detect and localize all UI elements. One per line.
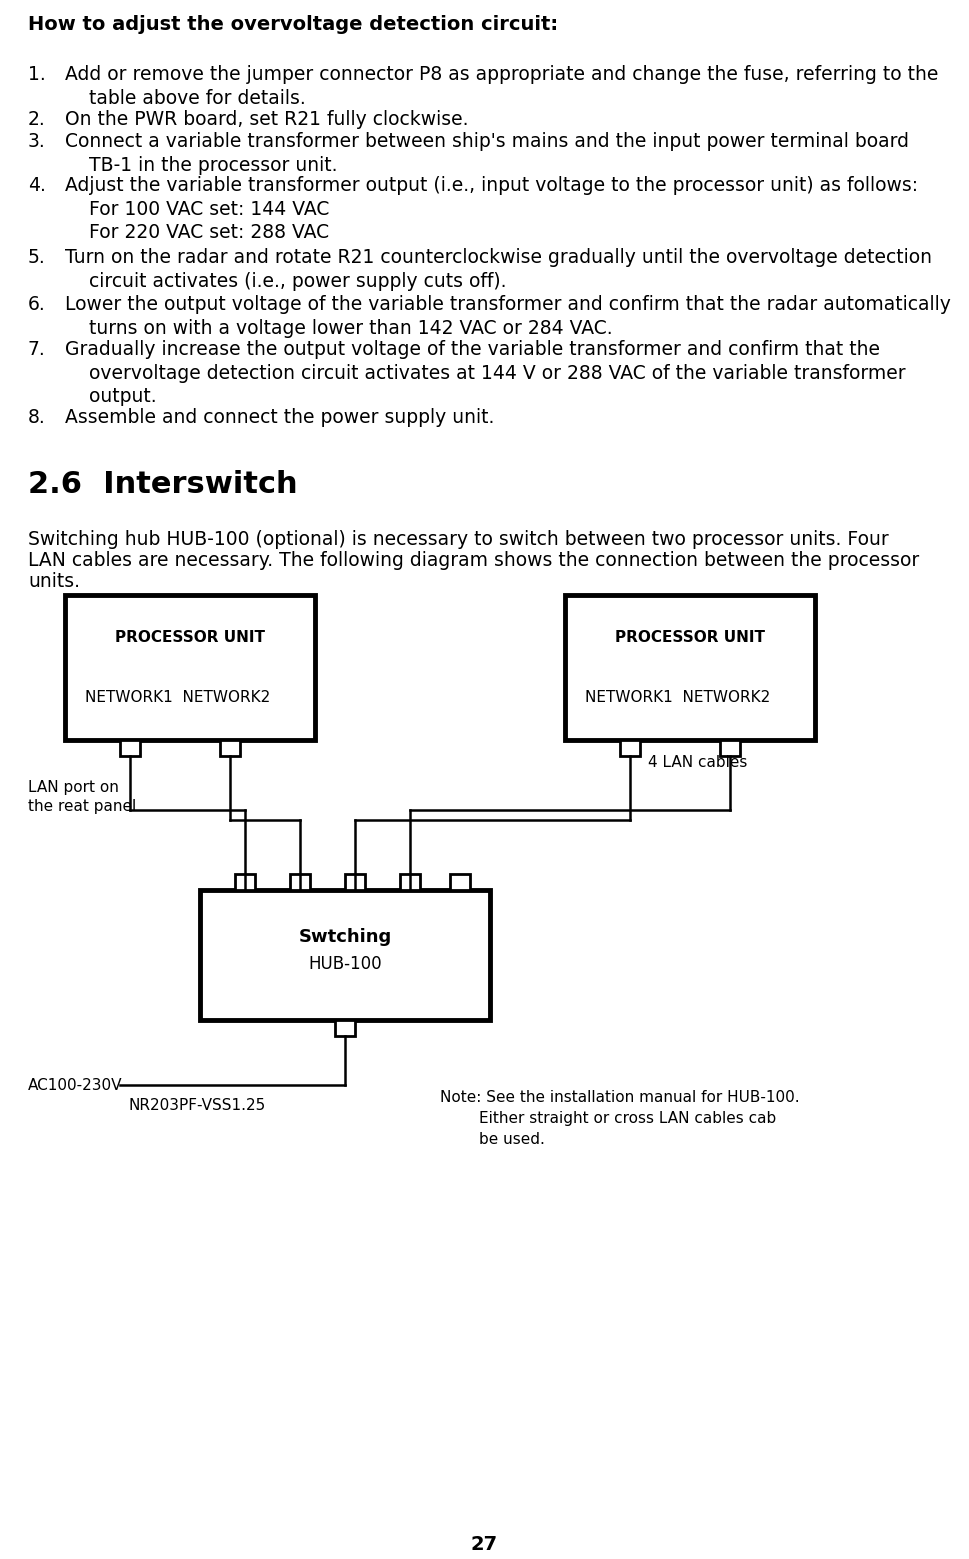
Text: NETWORK1  NETWORK2: NETWORK1 NETWORK2 — [585, 691, 770, 705]
Text: How to adjust the overvoltage detection circuit:: How to adjust the overvoltage detection … — [28, 16, 558, 34]
Bar — [65, 596, 315, 741]
Bar — [345, 875, 365, 890]
Text: 8.: 8. — [28, 408, 46, 427]
Text: AC100-230V: AC100-230V — [28, 1077, 122, 1093]
Text: 27: 27 — [470, 1536, 497, 1554]
Bar — [120, 741, 140, 756]
Bar — [450, 875, 470, 890]
Text: Connect a variable transformer between ship's mains and the input power terminal: Connect a variable transformer between s… — [65, 133, 909, 175]
Text: 2.6  Interswitch: 2.6 Interswitch — [28, 469, 297, 499]
Bar — [290, 875, 310, 890]
Text: Adjust the variable transformer output (i.e., input voltage to the processor uni: Adjust the variable transformer output (… — [65, 176, 918, 242]
Text: Switching hub HUB-100 (optional) is necessary to switch between two processor un: Switching hub HUB-100 (optional) is nece… — [28, 530, 889, 549]
Text: Either straight or cross LAN cables cab: Either straight or cross LAN cables cab — [440, 1112, 776, 1126]
Text: NETWORK1  NETWORK2: NETWORK1 NETWORK2 — [85, 691, 270, 705]
Text: HUB-100: HUB-100 — [308, 956, 382, 973]
Text: Add or remove the jumper connector P8 as appropriate and change the fuse, referr: Add or remove the jumper connector P8 as… — [65, 65, 938, 108]
Text: Lower the output voltage of the variable transformer and confirm that the radar : Lower the output voltage of the variable… — [65, 295, 951, 337]
Text: be used.: be used. — [440, 1132, 545, 1147]
Bar — [335, 1020, 355, 1037]
Text: 5.: 5. — [28, 248, 46, 267]
Text: On the PWR board, set R21 fully clockwise.: On the PWR board, set R21 fully clockwis… — [65, 111, 468, 129]
Text: units.: units. — [28, 572, 80, 591]
Text: NR203PF-VSS1.25: NR203PF-VSS1.25 — [128, 1098, 266, 1113]
Text: Swtching: Swtching — [298, 928, 391, 946]
Bar — [565, 596, 815, 741]
Bar — [235, 875, 255, 890]
Text: 3.: 3. — [28, 133, 46, 151]
Text: Gradually increase the output voltage of the variable transformer and confirm th: Gradually increase the output voltage of… — [65, 340, 906, 405]
Text: PROCESSOR UNIT: PROCESSOR UNIT — [115, 630, 265, 645]
Bar — [400, 875, 420, 890]
Text: LAN cables are necessary. The following diagram shows the connection between the: LAN cables are necessary. The following … — [28, 550, 920, 571]
Bar — [620, 741, 640, 756]
Text: 2.: 2. — [28, 111, 46, 129]
Text: 7.: 7. — [28, 340, 46, 359]
Bar — [220, 741, 240, 756]
Text: Note: See the installation manual for HUB-100.: Note: See the installation manual for HU… — [440, 1090, 799, 1105]
Text: 4 LAN cables: 4 LAN cables — [648, 755, 747, 770]
Text: 4.: 4. — [28, 176, 46, 195]
Text: 6.: 6. — [28, 295, 46, 313]
Text: 1.: 1. — [28, 65, 46, 84]
Text: PROCESSOR UNIT: PROCESSOR UNIT — [615, 630, 765, 645]
Text: LAN port on
the reat panel: LAN port on the reat panel — [28, 780, 137, 814]
Text: Assemble and connect the power supply unit.: Assemble and connect the power supply un… — [65, 408, 494, 427]
Text: Turn on the radar and rotate R21 counterclockwise gradually until the overvoltag: Turn on the radar and rotate R21 counter… — [65, 248, 932, 290]
Bar — [720, 741, 740, 756]
Bar — [200, 890, 490, 1020]
